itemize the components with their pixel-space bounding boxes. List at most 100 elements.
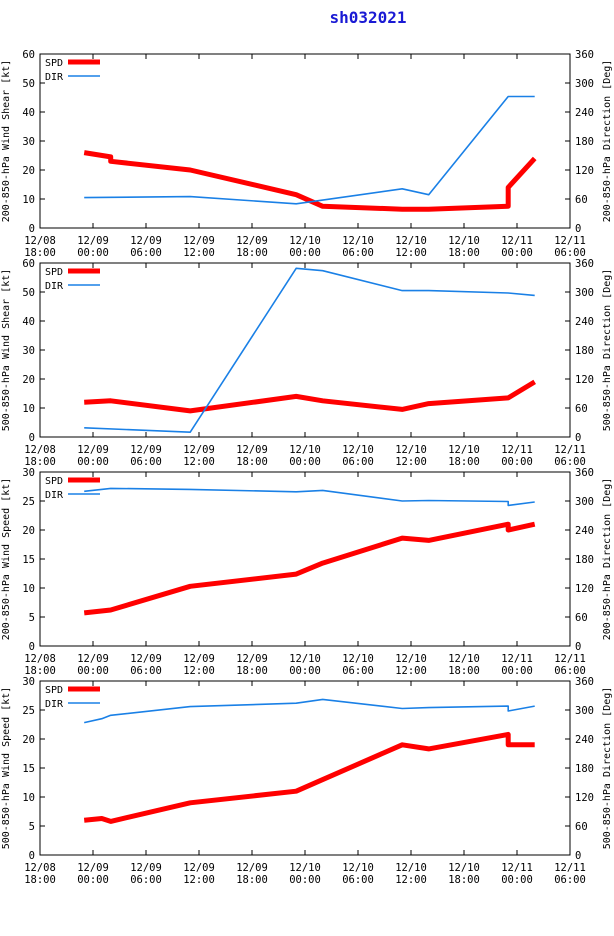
y-tick-label: 5 xyxy=(29,821,35,833)
y2-axis-label: 500-850-hPa Direction [Deg] xyxy=(602,269,613,432)
legend-spd-label: SPD xyxy=(45,685,63,696)
x-tick-label: 18:00 xyxy=(24,665,56,677)
y-axis-label: 500-850-hPa Wind Shear [kt] xyxy=(1,269,12,432)
x-tick-label: 18:00 xyxy=(236,874,268,886)
x-tick-label: 12/10 xyxy=(289,235,321,247)
x-tick-label: 06:00 xyxy=(554,247,586,259)
spd-series-line xyxy=(83,521,536,616)
spd-series-line xyxy=(83,731,535,824)
x-tick-label: 12/09 xyxy=(183,862,215,874)
x-tick-label: 00:00 xyxy=(77,247,109,259)
y2-tick-label: 0 xyxy=(575,850,581,862)
x-tick-label: 12/11 xyxy=(501,653,533,665)
x-tick-label: 12/10 xyxy=(289,444,321,456)
x-tick-label: 12/10 xyxy=(395,235,427,247)
x-tick-label: 12/10 xyxy=(448,653,480,665)
x-tick-label: 12/11 xyxy=(501,235,533,247)
x-tick-label: 12:00 xyxy=(183,665,215,677)
y2-axis-label: 200-850-hPa Direction [Deg] xyxy=(602,60,613,223)
x-tick-label: 12/10 xyxy=(289,862,321,874)
y-tick-label: 50 xyxy=(22,78,35,90)
x-tick-label: 18:00 xyxy=(236,456,268,468)
x-tick-label: 06:00 xyxy=(554,456,586,468)
x-tick-label: 12:00 xyxy=(183,456,215,468)
y-tick-label: 0 xyxy=(29,850,35,862)
legend-spd-label: SPD xyxy=(45,267,63,278)
x-tick-label: 12/09 xyxy=(236,235,268,247)
x-tick-label: 18:00 xyxy=(448,456,480,468)
x-tick-label: 12/08 xyxy=(24,862,56,874)
x-tick-label: 12/10 xyxy=(448,862,480,874)
x-tick-label: 12/10 xyxy=(342,235,374,247)
x-tick-label: 06:00 xyxy=(342,874,374,886)
x-tick-label: 12/09 xyxy=(183,235,215,247)
y-tick-label: 30 xyxy=(22,345,35,357)
y2-tick-label: 180 xyxy=(575,554,594,566)
x-tick-label: 12/11 xyxy=(501,444,533,456)
chart-panel-4: 12/0818:0012/0900:0012/0906:0012/0912:00… xyxy=(1,676,613,886)
chart-panel-1: 12/0818:0012/0900:0012/0906:0012/0912:00… xyxy=(1,49,613,259)
x-tick-label: 12/11 xyxy=(554,235,586,247)
y-tick-label: 15 xyxy=(22,554,35,566)
x-tick-label: 06:00 xyxy=(130,456,162,468)
y2-tick-label: 180 xyxy=(575,345,594,357)
x-tick-label: 12/09 xyxy=(130,653,162,665)
x-tick-label: 18:00 xyxy=(448,874,480,886)
x-tick-label: 00:00 xyxy=(289,665,321,677)
x-tick-label: 12/09 xyxy=(183,444,215,456)
y2-tick-label: 240 xyxy=(575,316,594,328)
dir-series-line xyxy=(84,95,535,205)
y-tick-label: 30 xyxy=(22,467,35,479)
x-tick-label: 12/08 xyxy=(24,235,56,247)
y2-tick-label: 180 xyxy=(575,136,594,148)
y-tick-label: 25 xyxy=(22,496,35,508)
x-tick-label: 12/10 xyxy=(448,444,480,456)
x-tick-label: 12/10 xyxy=(395,862,427,874)
x-tick-label: 06:00 xyxy=(554,874,586,886)
x-tick-label: 12/09 xyxy=(236,444,268,456)
spd-series-line xyxy=(83,150,537,212)
x-tick-label: 12/11 xyxy=(501,862,533,874)
y2-tick-label: 360 xyxy=(575,49,594,61)
x-tick-label: 12/09 xyxy=(130,862,162,874)
legend-dir-label: DIR xyxy=(45,281,64,292)
x-tick-label: 06:00 xyxy=(342,665,374,677)
x-tick-label: 12:00 xyxy=(395,874,427,886)
x-tick-label: 12/10 xyxy=(289,653,321,665)
x-tick-label: 12:00 xyxy=(183,874,215,886)
x-tick-label: 12:00 xyxy=(395,665,427,677)
x-tick-label: 00:00 xyxy=(501,456,533,468)
y-axis-label: 200-850-hPa Wind Shear [kt] xyxy=(1,60,12,223)
y2-tick-label: 360 xyxy=(575,467,594,479)
y2-tick-label: 360 xyxy=(575,676,594,688)
x-tick-label: 18:00 xyxy=(448,247,480,259)
x-tick-label: 00:00 xyxy=(77,665,109,677)
y2-tick-label: 120 xyxy=(575,583,594,595)
y-axis-label: 500-850-hPa Wind Speed [kt] xyxy=(1,687,12,850)
x-tick-label: 12/10 xyxy=(342,444,374,456)
x-tick-label: 12/10 xyxy=(342,653,374,665)
y-tick-label: 0 xyxy=(29,432,35,444)
x-tick-label: 18:00 xyxy=(236,247,268,259)
x-tick-label: 12/09 xyxy=(236,653,268,665)
y-tick-label: 30 xyxy=(22,136,35,148)
y-tick-label: 20 xyxy=(22,525,35,537)
y2-tick-label: 240 xyxy=(575,734,594,746)
y2-tick-label: 360 xyxy=(575,258,594,270)
y-tick-label: 10 xyxy=(22,583,35,595)
y2-tick-label: 0 xyxy=(575,641,581,653)
y2-tick-label: 60 xyxy=(575,612,588,624)
plot-frame xyxy=(39,262,571,438)
y2-tick-label: 120 xyxy=(575,165,594,177)
y2-tick-label: 60 xyxy=(575,403,588,415)
y-tick-label: 15 xyxy=(22,763,35,775)
x-tick-label: 12/09 xyxy=(77,444,109,456)
y2-tick-label: 60 xyxy=(575,821,588,833)
x-tick-label: 00:00 xyxy=(77,874,109,886)
dir-series-line xyxy=(84,487,535,507)
plot-frame xyxy=(39,471,571,647)
y-tick-label: 0 xyxy=(29,641,35,653)
legend-dir-label: DIR xyxy=(45,490,64,501)
x-tick-label: 12:00 xyxy=(395,247,427,259)
